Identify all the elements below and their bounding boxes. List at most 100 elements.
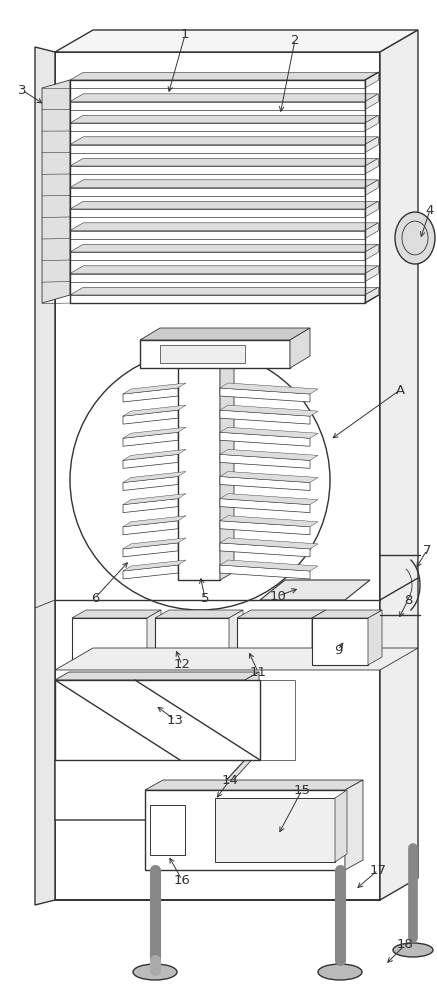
Polygon shape xyxy=(145,780,363,790)
Polygon shape xyxy=(220,538,318,549)
Polygon shape xyxy=(55,680,260,760)
Polygon shape xyxy=(245,672,259,760)
Polygon shape xyxy=(220,449,318,460)
Text: 14: 14 xyxy=(222,774,239,786)
Polygon shape xyxy=(55,672,259,680)
Polygon shape xyxy=(365,266,378,282)
Ellipse shape xyxy=(318,964,362,980)
Polygon shape xyxy=(123,405,186,416)
Polygon shape xyxy=(70,295,365,303)
Polygon shape xyxy=(55,680,245,760)
Polygon shape xyxy=(123,472,186,483)
Polygon shape xyxy=(220,516,318,527)
Polygon shape xyxy=(123,499,178,513)
Polygon shape xyxy=(70,266,378,273)
Polygon shape xyxy=(72,610,161,618)
Polygon shape xyxy=(220,454,310,468)
Text: 9: 9 xyxy=(334,644,342,656)
Polygon shape xyxy=(123,383,186,394)
Polygon shape xyxy=(178,360,220,580)
Text: 2: 2 xyxy=(291,33,299,46)
Polygon shape xyxy=(140,328,310,340)
Polygon shape xyxy=(220,560,318,571)
Polygon shape xyxy=(123,543,178,557)
Polygon shape xyxy=(70,137,378,144)
Polygon shape xyxy=(190,752,259,820)
Polygon shape xyxy=(290,328,310,368)
Polygon shape xyxy=(70,166,365,174)
Polygon shape xyxy=(123,427,186,438)
Polygon shape xyxy=(123,410,178,424)
Polygon shape xyxy=(312,610,326,665)
Polygon shape xyxy=(145,790,345,870)
Polygon shape xyxy=(365,223,378,238)
Polygon shape xyxy=(123,454,178,468)
Polygon shape xyxy=(35,47,55,905)
Polygon shape xyxy=(345,780,363,870)
Polygon shape xyxy=(220,499,310,513)
Polygon shape xyxy=(220,565,310,579)
Polygon shape xyxy=(55,52,380,900)
Polygon shape xyxy=(123,560,186,571)
Text: 10: 10 xyxy=(270,589,286,602)
Polygon shape xyxy=(220,405,318,416)
Polygon shape xyxy=(70,102,365,109)
Polygon shape xyxy=(220,543,310,557)
Polygon shape xyxy=(70,223,378,231)
Polygon shape xyxy=(70,180,378,188)
Polygon shape xyxy=(70,144,365,152)
Polygon shape xyxy=(123,516,186,527)
Polygon shape xyxy=(150,805,185,855)
Text: 3: 3 xyxy=(18,84,26,97)
Text: 11: 11 xyxy=(250,666,267,678)
Polygon shape xyxy=(55,30,418,52)
Polygon shape xyxy=(220,494,318,505)
Polygon shape xyxy=(70,201,378,209)
Text: 6: 6 xyxy=(91,591,99,604)
Polygon shape xyxy=(123,477,178,490)
Ellipse shape xyxy=(395,212,435,264)
Polygon shape xyxy=(220,410,310,424)
Polygon shape xyxy=(220,383,318,394)
Text: 16: 16 xyxy=(173,874,191,886)
Text: 7: 7 xyxy=(423,544,431,556)
Polygon shape xyxy=(220,477,310,490)
Text: 1: 1 xyxy=(181,28,189,41)
Polygon shape xyxy=(70,252,365,260)
Ellipse shape xyxy=(393,943,433,957)
Polygon shape xyxy=(70,80,365,88)
Polygon shape xyxy=(140,340,290,368)
Polygon shape xyxy=(123,565,178,579)
Polygon shape xyxy=(123,432,178,446)
Polygon shape xyxy=(365,287,378,303)
Text: 8: 8 xyxy=(404,593,412,606)
Polygon shape xyxy=(380,30,418,900)
Polygon shape xyxy=(365,137,378,152)
Polygon shape xyxy=(178,352,234,360)
Polygon shape xyxy=(215,798,335,862)
Polygon shape xyxy=(365,94,378,109)
Polygon shape xyxy=(160,345,245,363)
Polygon shape xyxy=(70,209,365,217)
Polygon shape xyxy=(123,494,186,505)
Polygon shape xyxy=(155,618,229,665)
Text: A: A xyxy=(395,383,405,396)
Polygon shape xyxy=(220,521,310,535)
Polygon shape xyxy=(147,610,161,665)
Text: 15: 15 xyxy=(294,784,311,796)
Polygon shape xyxy=(229,610,243,665)
Polygon shape xyxy=(70,273,365,282)
Ellipse shape xyxy=(133,964,177,980)
Polygon shape xyxy=(365,158,378,174)
Text: 18: 18 xyxy=(396,938,413,952)
Polygon shape xyxy=(70,231,365,238)
Polygon shape xyxy=(220,432,310,446)
Polygon shape xyxy=(312,618,368,665)
Polygon shape xyxy=(237,618,312,665)
Polygon shape xyxy=(220,427,318,438)
Polygon shape xyxy=(123,521,178,535)
Polygon shape xyxy=(237,610,326,618)
Polygon shape xyxy=(70,158,378,166)
Polygon shape xyxy=(55,760,245,820)
Text: 12: 12 xyxy=(173,658,191,672)
